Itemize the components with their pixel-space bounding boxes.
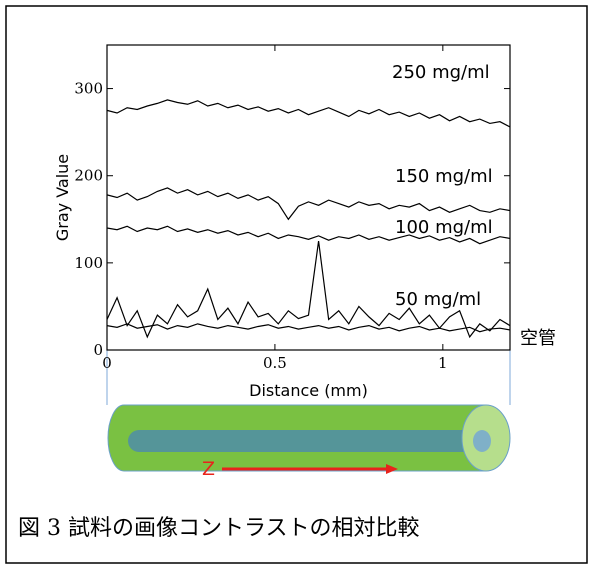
series-annotation: 250 mg/ml [392, 62, 490, 83]
y-tick-label: 200 [74, 167, 103, 185]
y-tick-label: 100 [74, 254, 103, 272]
x-tick-label: 0 [102, 354, 112, 372]
y-axis-label: Gray Value [53, 154, 72, 241]
caption: 図 3 試料の画像コントラストの相対比較 [18, 516, 420, 541]
core-opening [473, 430, 491, 452]
z-label: Z [202, 458, 215, 480]
series-annotation: 150 mg/ml [395, 166, 493, 187]
figure: Z 図 3 試料の画像コントラストの相対比較 010020030000.51Di… [0, 0, 594, 570]
x-axis-label: Distance (mm) [249, 381, 368, 400]
x-tick-label: 0.5 [263, 354, 287, 372]
series-annotation: 100 mg/ml [395, 217, 493, 238]
tube-core [128, 430, 488, 452]
series-annotation: 空管 [520, 328, 556, 349]
series-annotation: 50 mg/ml [395, 289, 481, 310]
y-tick-label: 300 [74, 80, 103, 98]
x-tick-label: 1 [438, 354, 448, 372]
